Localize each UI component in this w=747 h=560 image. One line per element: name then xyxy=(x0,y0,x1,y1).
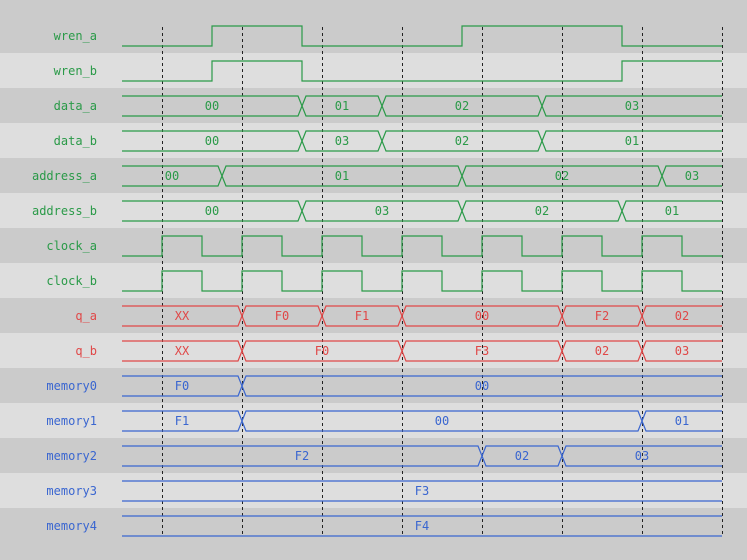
bus-segment xyxy=(641,410,722,432)
signal-wren-a: wren_a xyxy=(54,25,722,47)
signal-q-a: q_a XX F0 F1 00 F2 02 xyxy=(75,305,722,327)
waveform xyxy=(122,270,722,292)
signal-memory1: memory1 F1 00 01 xyxy=(46,410,722,432)
bus-value: 01 xyxy=(675,414,689,428)
bus-value: 03 xyxy=(625,99,639,113)
bus-value: 02 xyxy=(675,309,689,323)
bus-value: XX xyxy=(175,309,190,323)
signal-label: q_b xyxy=(75,344,97,358)
signal-address-b: address_b 00 03 02 01 xyxy=(32,200,722,222)
signal-label: memory0 xyxy=(46,379,97,393)
signal-address-a: address_a 00 01 02 03 xyxy=(32,165,722,187)
bus-value: F0 xyxy=(315,344,329,358)
signal-label: memory2 xyxy=(46,449,97,463)
row-band xyxy=(0,473,747,508)
bus-segment xyxy=(541,95,722,117)
row-band xyxy=(0,123,747,158)
signal-label: memory1 xyxy=(46,414,97,428)
bus-value: 01 xyxy=(625,134,639,148)
bus-value: 01 xyxy=(335,99,349,113)
bus-segment xyxy=(561,445,722,467)
bus-value: 02 xyxy=(515,449,529,463)
bus-value: F1 xyxy=(175,414,189,428)
row-band xyxy=(0,53,747,88)
row-band xyxy=(0,403,747,438)
bus-value: F2 xyxy=(595,309,609,323)
signal-label: clock_a xyxy=(46,239,97,253)
row-band xyxy=(0,368,747,403)
signal-label: memory3 xyxy=(46,484,97,498)
bus-value: 03 xyxy=(375,204,389,218)
bus-value: 00 xyxy=(475,379,489,393)
bus-value: F3 xyxy=(475,344,489,358)
bus-value: 00 xyxy=(475,309,489,323)
signal-wren-b: wren_b xyxy=(54,60,722,82)
bus-segment xyxy=(122,480,722,502)
bus-value: 01 xyxy=(335,169,349,183)
row-band xyxy=(0,263,747,298)
row-band xyxy=(0,438,747,473)
signal-data-b: data_b 00 03 02 01 xyxy=(54,130,722,152)
bus-value: 02 xyxy=(535,204,549,218)
bus-segment xyxy=(641,305,722,327)
row-band xyxy=(0,158,747,193)
signal-memory3: memory3 F3 xyxy=(46,480,722,502)
bus-value: 03 xyxy=(685,169,699,183)
bus-value: F3 xyxy=(415,484,429,498)
bus-value: 03 xyxy=(335,134,349,148)
bus-value: F0 xyxy=(175,379,189,393)
row-band xyxy=(0,298,747,333)
signal-label: memory4 xyxy=(46,519,97,533)
row-band xyxy=(0,333,747,368)
bus-segment xyxy=(241,375,722,397)
bus-value: 02 xyxy=(455,134,469,148)
bus-value: 02 xyxy=(455,99,469,113)
waveform xyxy=(122,235,722,257)
signal-memory4: memory4 F4 xyxy=(46,515,722,537)
signal-memory0: memory0 F0 00 xyxy=(46,375,722,397)
bus-segment xyxy=(621,200,722,222)
bus-segment xyxy=(661,165,722,187)
bus-value: F0 xyxy=(275,309,289,323)
waveform xyxy=(122,25,722,47)
signal-q-b: q_b XX F0 F3 02 03 xyxy=(75,340,722,362)
signal-memory2: memory2 F2 02 03 xyxy=(46,445,722,467)
waveform xyxy=(122,60,722,82)
bus-value: XX xyxy=(175,344,190,358)
bus-value: 00 xyxy=(205,204,219,218)
row-band xyxy=(0,193,747,228)
signal-label: data_a xyxy=(54,99,97,113)
bus-segment xyxy=(541,130,722,152)
signal-label: wren_a xyxy=(54,29,97,43)
bus-value: F2 xyxy=(295,449,309,463)
bus-value: 02 xyxy=(595,344,609,358)
row-band xyxy=(0,88,747,123)
signal-clock-a: clock_a xyxy=(46,235,722,257)
signal-label: wren_b xyxy=(54,64,97,78)
row-band xyxy=(0,508,747,543)
bus-value: 02 xyxy=(555,169,569,183)
signal-label: address_a xyxy=(32,169,97,183)
bus-value: 01 xyxy=(665,204,679,218)
bus-segment xyxy=(641,340,722,362)
row-band xyxy=(0,228,747,263)
bus-value: 00 xyxy=(435,414,449,428)
signal-label: address_b xyxy=(32,204,97,218)
signal-clock-b: clock_b xyxy=(46,270,722,292)
bus-segment xyxy=(122,515,722,537)
bus-value: F4 xyxy=(415,519,429,533)
bus-value: 03 xyxy=(675,344,689,358)
bus-value: 00 xyxy=(205,134,219,148)
bus-value: 00 xyxy=(205,99,219,113)
signal-label: data_b xyxy=(54,134,97,148)
bus-value: 03 xyxy=(635,449,649,463)
row-band xyxy=(0,18,747,53)
bus-value: 00 xyxy=(165,169,179,183)
bus-value: F1 xyxy=(355,309,369,323)
signal-data-a: data_a 00 01 02 03 xyxy=(54,95,722,117)
signal-label: q_a xyxy=(75,309,97,323)
signal-label: clock_b xyxy=(46,274,97,288)
